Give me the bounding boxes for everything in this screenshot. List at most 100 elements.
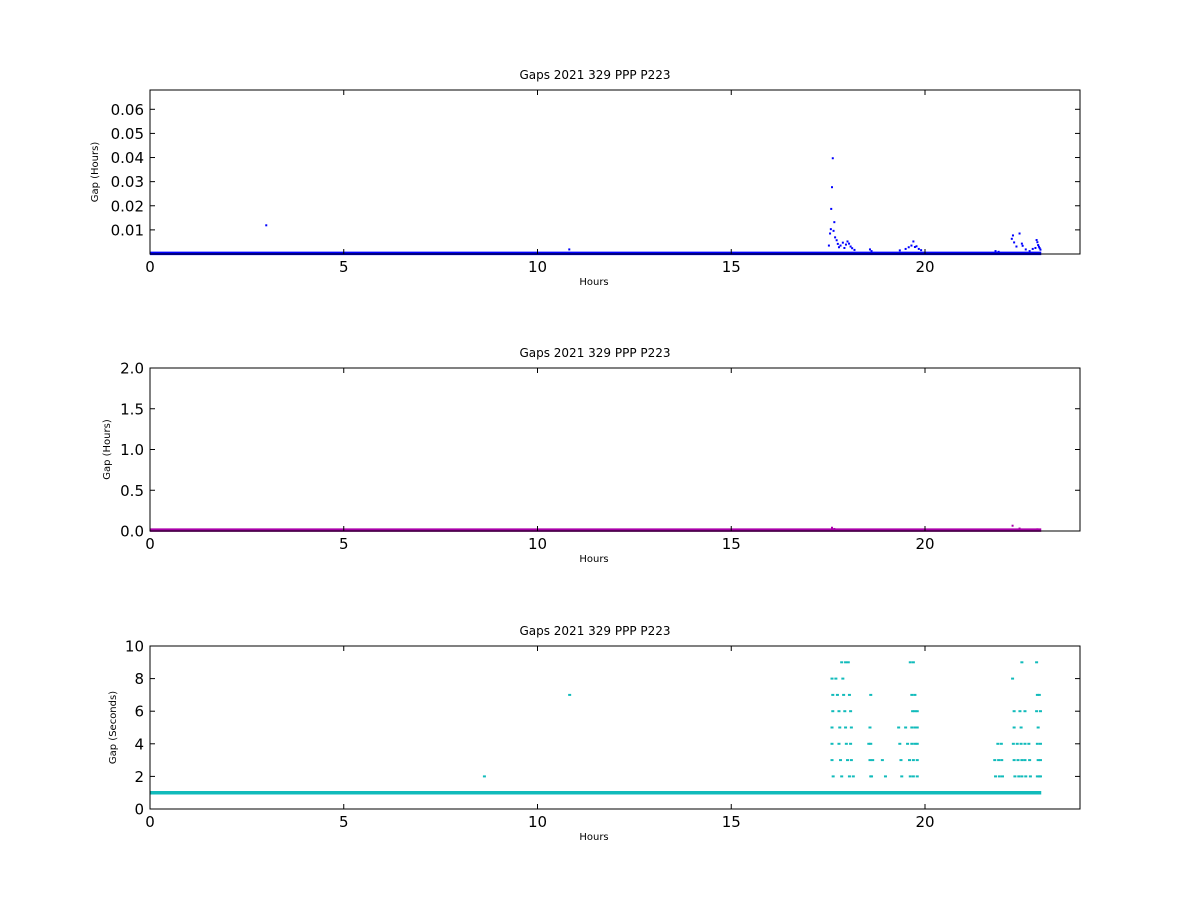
- chart-panel-1: 0 5 10 15 20 0.01 0.02 0.03 0.04 0.05 0.06 Gaps 202…: [90, 68, 1081, 288]
- data-point: [869, 742, 873, 745]
- data-point: [1031, 247, 1034, 250]
- x-axis-label: Hours: [579, 554, 608, 565]
- x-tick-label: 0: [145, 258, 155, 276]
- data-point: [844, 742, 848, 745]
- y-tick-label: 6: [134, 703, 144, 721]
- data-point: [870, 250, 873, 253]
- data-point: [910, 244, 913, 247]
- data-point: [915, 245, 918, 248]
- data-point: [910, 742, 914, 745]
- data-point: [913, 726, 917, 729]
- data-point: [1028, 759, 1032, 762]
- data-point: [1028, 250, 1031, 253]
- x-tick-label: 20: [915, 535, 934, 553]
- data-point: [917, 247, 920, 250]
- data-point: [871, 759, 875, 762]
- data-point: [1013, 241, 1016, 244]
- data-point: [1035, 693, 1039, 696]
- data-point: [839, 244, 842, 247]
- x-tick-label: 0: [145, 535, 155, 553]
- data-point: [839, 759, 843, 762]
- data-point: [849, 742, 853, 745]
- data-point: [835, 693, 839, 696]
- data-point: [1024, 775, 1028, 778]
- data-point: [848, 242, 851, 245]
- y-tick-label: 8: [134, 670, 144, 688]
- data-point: [910, 693, 914, 696]
- y-tick-label: 0.5: [120, 482, 144, 500]
- data-point: [1038, 759, 1042, 762]
- data-point: [834, 236, 837, 239]
- data-point: [906, 742, 910, 745]
- data-point: [840, 661, 844, 664]
- data-point: [830, 207, 833, 210]
- data-point: [920, 249, 923, 252]
- chart-panel-2: 0 5 10 15 20 0.0 0.5 1.0 1.5 2.0 Gaps 2021 329 PPP…: [102, 346, 1081, 565]
- data-point: [1012, 726, 1016, 729]
- data-point: [910, 726, 914, 729]
- data-point: [1037, 245, 1040, 248]
- x-tick-label: 5: [339, 535, 349, 553]
- y-axis-label: Gap (Seconds): [108, 691, 119, 764]
- data-point: [1035, 661, 1039, 664]
- data-point: [1011, 524, 1014, 527]
- y-tick-label: 0.04: [111, 149, 144, 167]
- data-point: [898, 742, 902, 745]
- data-point: [849, 726, 853, 729]
- data-point: [1037, 693, 1041, 696]
- data-point: [830, 742, 834, 745]
- data-point: [915, 759, 919, 762]
- x-tick-label: 0: [145, 813, 155, 831]
- data-point: [868, 726, 872, 729]
- data-point: [837, 742, 841, 745]
- data-point: [883, 775, 887, 778]
- y-tick-label: 4: [134, 735, 144, 753]
- data-point: [1023, 759, 1027, 762]
- data-point: [849, 245, 852, 248]
- data-point: [1038, 710, 1042, 713]
- data-point: [830, 677, 834, 680]
- data-point: [1018, 710, 1022, 713]
- axes-frame: [149, 645, 1081, 810]
- data-point: [904, 247, 907, 250]
- data-point: [844, 661, 848, 664]
- y-tick-label: 10: [125, 638, 144, 656]
- data-point: [834, 677, 838, 680]
- data-point: [837, 246, 840, 249]
- data-point: [913, 710, 917, 713]
- data-point: [996, 742, 1000, 745]
- data-point: [846, 759, 849, 762]
- data-point: [1000, 759, 1004, 762]
- data-point: [838, 726, 842, 729]
- data-point: [870, 775, 874, 778]
- data-point: [846, 661, 850, 664]
- chart-title: Gaps 2021 329 PPP P223: [519, 346, 670, 360]
- data-point: [1023, 710, 1027, 713]
- data-point: [827, 244, 830, 247]
- data-point: [568, 693, 572, 696]
- data-point: [831, 186, 833, 189]
- x-tick-label: 15: [722, 813, 741, 831]
- axes-frame: [149, 89, 1081, 255]
- data-point: [847, 775, 851, 778]
- data-point: [851, 775, 855, 778]
- data-point: [840, 775, 844, 778]
- data-point: [911, 710, 915, 713]
- y-tick-label: 0.02: [111, 197, 144, 215]
- data-point: [1012, 759, 1016, 762]
- data-point: [847, 693, 851, 696]
- y-tick-label: 1.5: [120, 400, 144, 418]
- data-point: [997, 775, 1001, 778]
- data-point: [1027, 742, 1031, 745]
- data-point: [994, 250, 997, 253]
- data-point: [868, 759, 872, 762]
- data-point: [1018, 527, 1021, 530]
- data-point: [1011, 234, 1014, 237]
- x-tick-label: 10: [528, 535, 547, 553]
- data-point: [842, 693, 846, 696]
- data-point: [994, 775, 998, 778]
- data-point: [1020, 242, 1023, 245]
- data-point: [1036, 726, 1040, 729]
- x-tick-label: 15: [722, 535, 741, 553]
